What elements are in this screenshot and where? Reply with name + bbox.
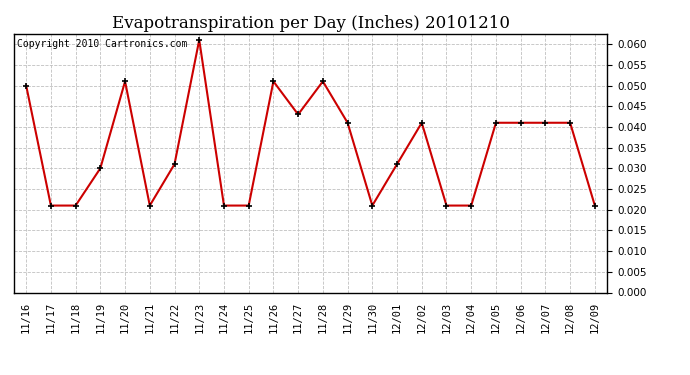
Text: Copyright 2010 Cartronics.com: Copyright 2010 Cartronics.com [17, 39, 187, 49]
Title: Evapotranspiration per Day (Inches) 20101210: Evapotranspiration per Day (Inches) 2010… [112, 15, 509, 32]
